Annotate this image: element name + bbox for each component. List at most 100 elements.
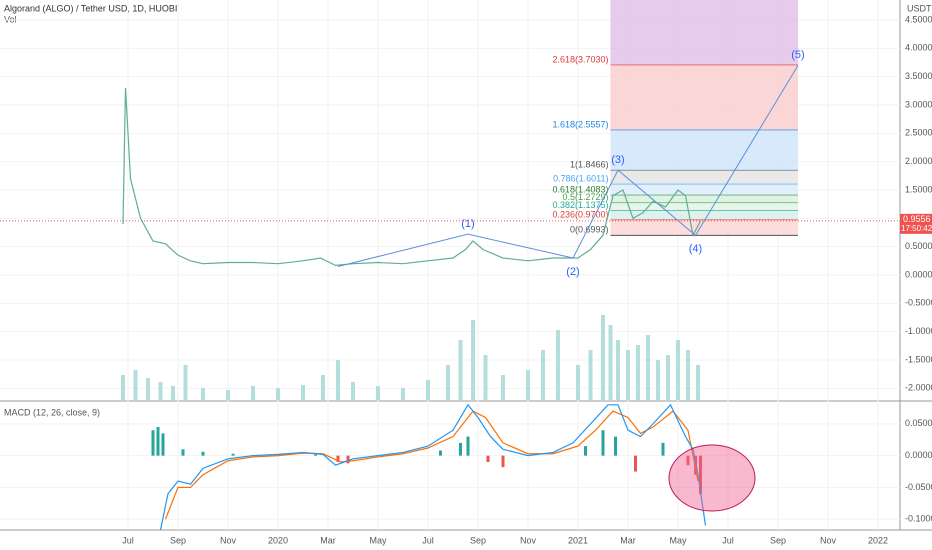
volume-bar [601, 315, 605, 400]
price-line [122, 87, 702, 266]
volume-bar [376, 386, 380, 400]
fib-band [610, 210, 798, 221]
y-tick-label: -1.5000 [905, 354, 932, 364]
x-tick-label: 2022 [868, 535, 888, 545]
volume-bar [686, 350, 690, 400]
volume-bar [121, 375, 125, 400]
volume-bar [276, 388, 280, 400]
volume-bar [446, 365, 450, 400]
signal-line [164, 410, 699, 520]
y-tick-label: 0.0000 [905, 450, 932, 460]
fib-label: 2.618(3.7030) [552, 55, 608, 65]
x-tick-label: Jul [722, 535, 734, 545]
volume-bar [556, 330, 560, 400]
y-tick-label: 2.5000 [905, 128, 932, 138]
volume-bar [483, 355, 488, 400]
y-tick-label: -2.0000 [905, 383, 932, 393]
x-tick-label: Mar [320, 535, 336, 545]
volume-bar [171, 386, 175, 400]
macd-histogram-bar [634, 455, 637, 472]
y-tick-label: 3.0000 [905, 99, 932, 109]
y-tick-label: 3.5000 [905, 71, 932, 81]
macd-histogram-bar [694, 455, 697, 475]
x-tick-label: Mar [620, 535, 636, 545]
volume-bar [656, 360, 660, 400]
volume-bar [576, 365, 580, 400]
x-tick-label: Jul [122, 535, 134, 545]
countdown-label: 17:50:42 [901, 224, 932, 233]
volume-bar [616, 340, 620, 400]
wave-label: (3) [611, 154, 624, 166]
macd-histogram-bar [181, 449, 185, 456]
volume-bar [201, 388, 205, 400]
macd-histogram-bar [231, 453, 235, 456]
y-tick-label: 4.5000 [905, 14, 932, 24]
macd-histogram-bar [501, 455, 505, 468]
volume-bar [458, 340, 463, 400]
last-price-label: 0.9556 [903, 214, 931, 224]
volume-bar [226, 390, 230, 400]
chart-title: Algorand (ALGO) / Tether USD, 1D, HUOBI [4, 3, 177, 13]
macd-line [159, 403, 707, 531]
volume-bar [351, 382, 355, 400]
macd-histogram-bar [151, 430, 155, 456]
fib-band [610, 184, 798, 196]
volume-bar [426, 380, 430, 400]
volume-bar [301, 385, 305, 400]
volume-bar [696, 365, 700, 400]
volume-bar [133, 370, 138, 400]
y-tick-label: -0.1000 [905, 514, 932, 524]
y-tick-label: -0.5000 [905, 298, 932, 308]
macd-histogram-bar [336, 455, 340, 462]
y-tick-label: 2.0000 [905, 156, 932, 166]
x-tick-label: Jul [422, 535, 434, 545]
fib-band [610, 65, 798, 131]
macd-histogram-bar [314, 454, 317, 456]
volume-bar [501, 375, 505, 400]
x-tick-label: 2021 [568, 535, 588, 545]
y-tick-label: 4.0000 [905, 43, 932, 53]
macd-histogram-bar [156, 427, 160, 456]
y-tick-label: 0.5000 [905, 241, 932, 251]
volume-bar [541, 350, 545, 400]
x-tick-label: May [669, 535, 687, 545]
volume-bar [526, 370, 530, 400]
macd-histogram-bar [466, 436, 470, 456]
x-tick-label: Nov [220, 535, 237, 545]
fib-label: 1(1.8466) [570, 160, 609, 170]
volume-bar [321, 375, 325, 400]
volume-bar [336, 360, 340, 400]
macd-histogram-bar [661, 442, 665, 456]
fib-label: 0.382(1.1375) [552, 200, 608, 210]
fib-label: 0.236(0.9700) [552, 209, 608, 219]
volume-bar [158, 382, 163, 400]
volume-bar [646, 335, 650, 400]
volume-bar [608, 325, 613, 400]
macd-histogram-bar [584, 446, 587, 456]
macd-histogram-bar [439, 450, 442, 456]
last-price-box [900, 213, 932, 234]
wave-label: (1) [461, 218, 474, 230]
fib-label: 0.5(1.2729) [562, 192, 608, 202]
y-tick-label: 0.0000 [905, 269, 932, 279]
wave-label: (4) [689, 243, 702, 255]
x-tick-label: Nov [820, 535, 837, 545]
macd-title: MACD (12, 26, close, 9) [4, 407, 100, 417]
macd-histogram-bar [601, 430, 605, 456]
fib-band [610, 130, 798, 171]
volume-bar [636, 345, 640, 400]
volume-bar [183, 365, 188, 400]
volume-bar [401, 388, 405, 400]
fib-band [610, 170, 798, 185]
highlight-ellipse [668, 444, 756, 512]
y-tick-label: -1.0000 [905, 326, 932, 336]
y-tick-label: 1.5000 [905, 184, 932, 194]
y-tick-label: -0.0500 [905, 482, 932, 492]
x-tick-label: Sep [470, 535, 486, 545]
volume-bar [676, 340, 680, 400]
fib-band [610, 220, 798, 236]
macd-histogram-bar [161, 433, 165, 456]
volume-bar [666, 355, 670, 400]
x-tick-label: Sep [770, 535, 786, 545]
